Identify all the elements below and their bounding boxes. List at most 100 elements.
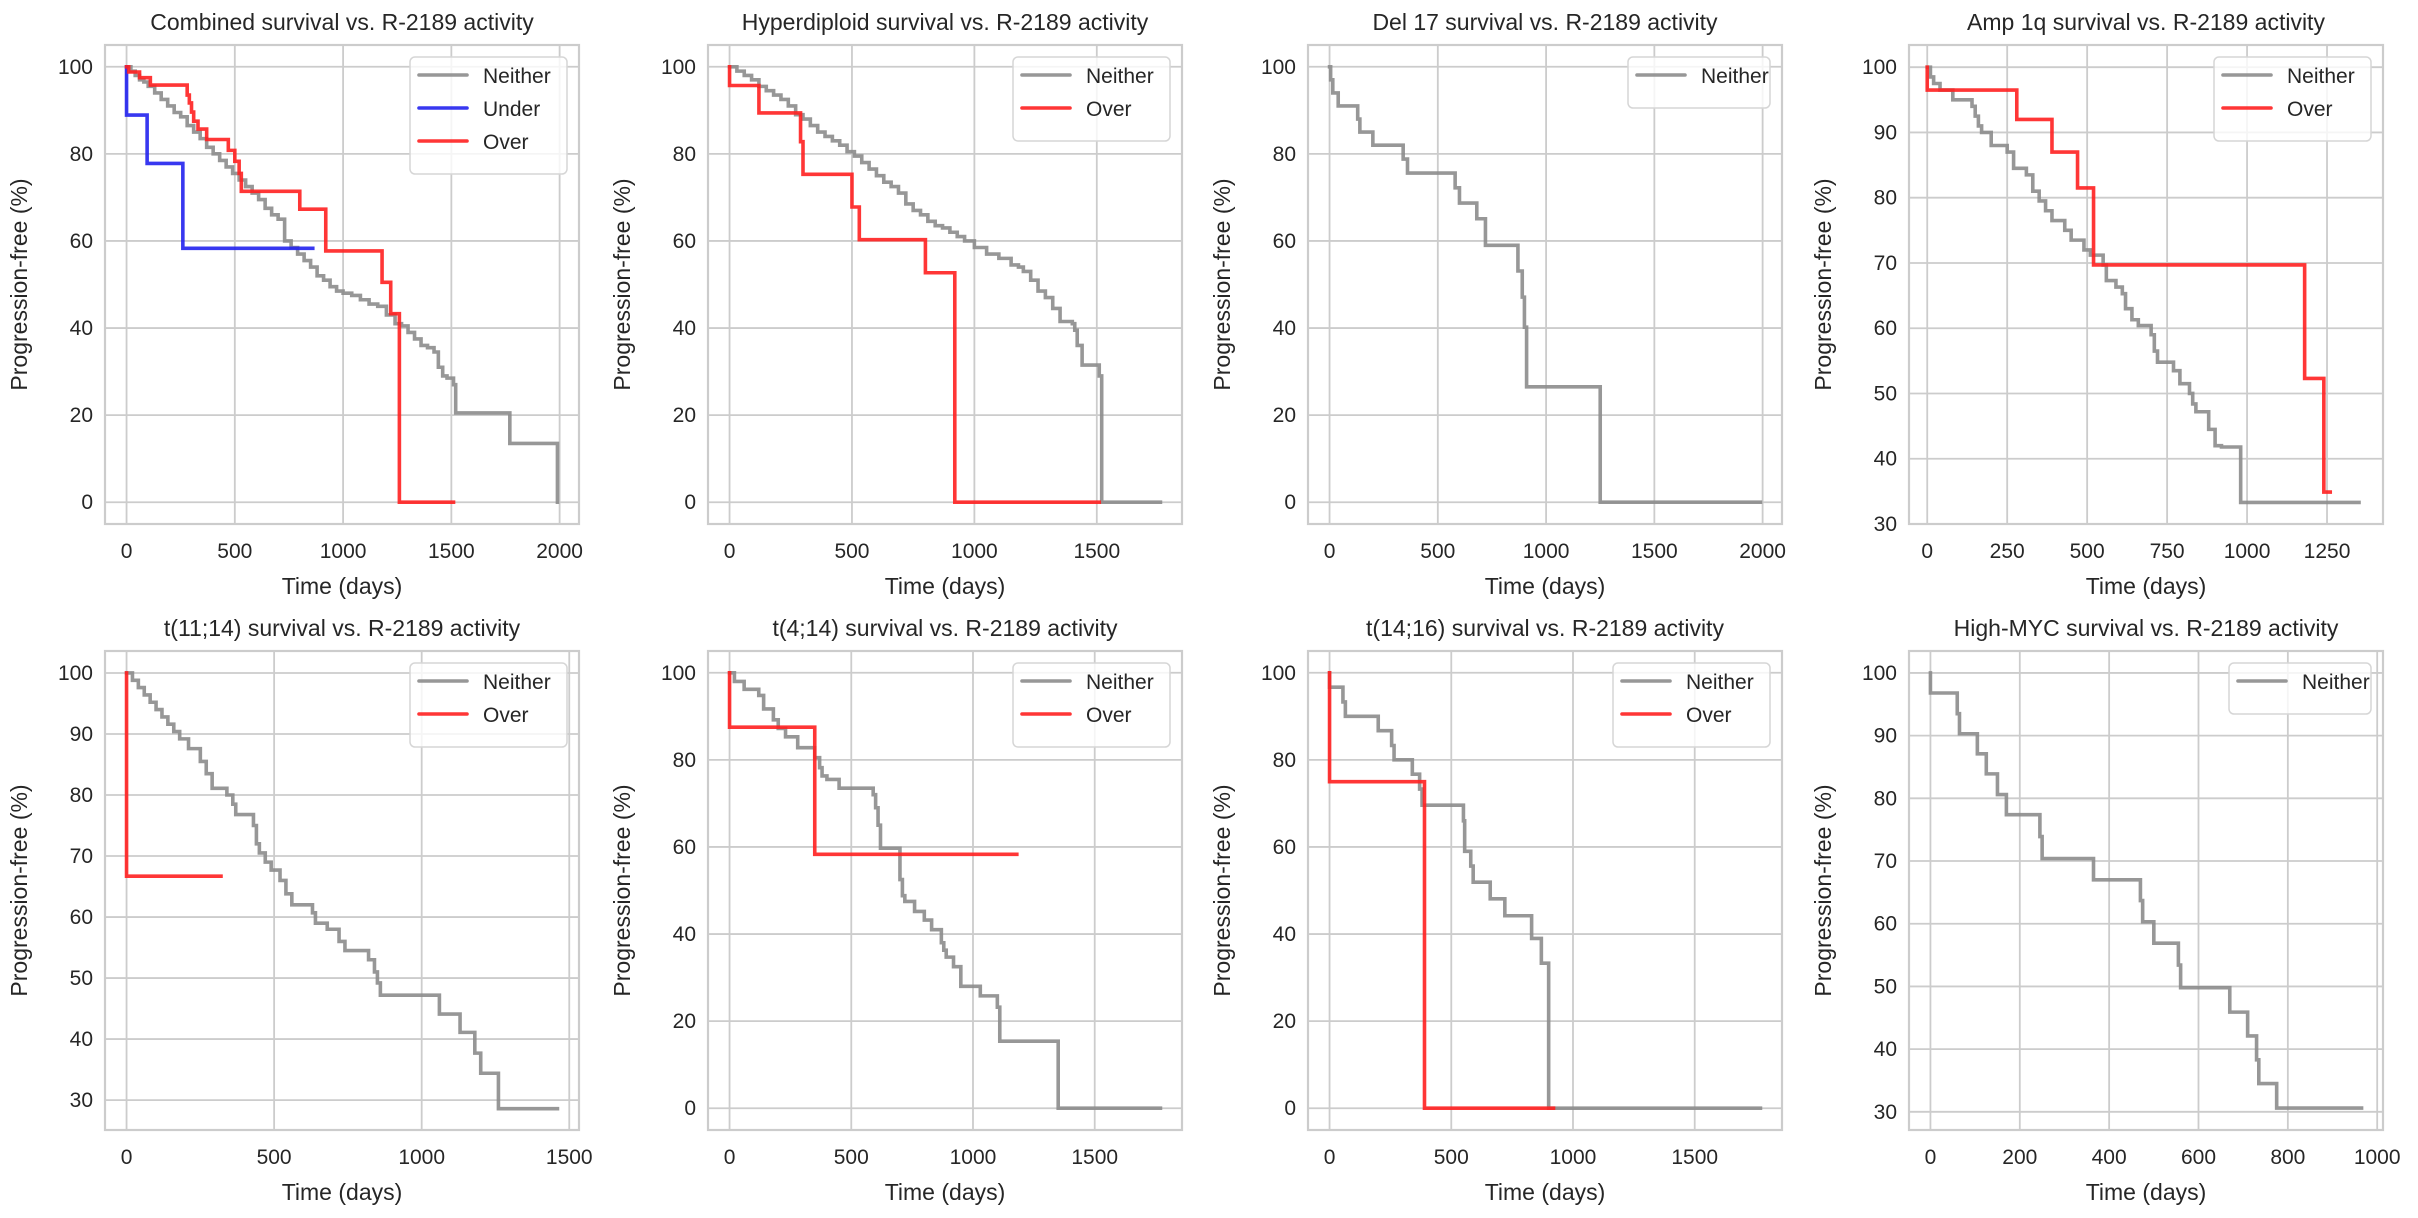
x-tick-label: 0	[1324, 1146, 1336, 1169]
chart-title: High-MYC survival vs. R-2189 activity	[1954, 615, 2339, 641]
y-tick-label: 20	[673, 404, 696, 427]
y-tick-label: 100	[661, 56, 696, 79]
y-tick-label: 80	[1874, 787, 1897, 810]
legend: Neither Over	[1612, 662, 1771, 748]
y-tick-label: 60	[673, 836, 696, 859]
y-tick-label: 60	[673, 230, 696, 253]
x-tick-label: 500	[2070, 540, 2105, 563]
legend-label-over: Over	[483, 131, 529, 154]
y-tick-label: 40	[673, 317, 696, 340]
x-tick-label: 2000	[536, 540, 583, 563]
chart-title: t(4;14) survival vs. R-2189 activity	[772, 615, 1118, 641]
y-tick-label: 100	[1862, 662, 1897, 685]
x-axis-label: Time (days)	[1485, 573, 1606, 599]
legend-label-neither: Neither	[1086, 65, 1154, 88]
y-tick-label: 20	[673, 1010, 696, 1033]
y-tick-label: 20	[70, 404, 93, 427]
chart-title: Combined survival vs. R-2189 activity	[150, 9, 534, 35]
series-line-neither	[1327, 64, 1763, 505]
axes-frame	[103, 43, 581, 526]
y-tick-label: 100	[661, 662, 696, 685]
y-tick-label: 70	[1874, 850, 1897, 873]
x-tick-label: 500	[257, 1146, 292, 1169]
y-tick-label: 60	[1874, 317, 1897, 340]
series-line-neither	[727, 670, 1163, 1111]
legend-label-over: Over	[483, 704, 529, 727]
x-tick-label: 500	[1434, 1146, 1469, 1169]
y-tick-label: 100	[1862, 56, 1897, 79]
series-line-neither	[1327, 670, 1763, 1111]
series-line-neither	[1925, 65, 2361, 505]
x-tick-label: 1250	[2304, 540, 2351, 563]
plot-area	[1308, 45, 1782, 524]
x-tick-label: 600	[2181, 1146, 2216, 1169]
legend-label-neither: Neither	[1686, 671, 1754, 694]
subplot-6: 0 500 1000 1500 0 20 40 60 80 100 t(4;14) survival…	[609, 615, 1184, 1205]
legend-box	[1627, 56, 1771, 109]
series-line-over	[727, 64, 1102, 505]
axes-frame	[1306, 43, 1784, 526]
series-line-over	[727, 670, 1019, 857]
x-tick-label: 0	[724, 1146, 736, 1169]
y-tick-label: 80	[1273, 143, 1296, 166]
subplot-3: 0 500 1000 1500 2000 0 20 40 60 80 100 Del 17 survi…	[1209, 9, 1786, 599]
y-tick-label: 30	[1874, 1101, 1897, 1124]
y-axis-label: Progression-free (%)	[609, 178, 635, 390]
legend-box	[409, 56, 568, 175]
y-tick-label: 80	[1273, 749, 1296, 772]
x-tick-label: 0	[1925, 1146, 1937, 1169]
x-tick-label: 1500	[1073, 540, 1120, 563]
legend: Neither Over	[409, 662, 568, 748]
subplot-2: 0 500 1000 1500 0 20 40 60 80 100 Hyperdiploid sur…	[609, 9, 1184, 599]
legend-label-neither: Neither	[2287, 65, 2355, 88]
legend-label-neither: Neither	[483, 671, 551, 694]
x-tick-label: 1500	[1671, 1146, 1718, 1169]
y-tick-label: 70	[70, 845, 93, 868]
y-tick-label: 20	[1273, 404, 1296, 427]
x-tick-label: 1500	[1631, 540, 1678, 563]
series-line-neither	[124, 671, 560, 1111]
chart-title: Amp 1q survival vs. R-2189 activity	[1967, 9, 2325, 35]
x-tick-label: 800	[2270, 1146, 2305, 1169]
series-line-under	[124, 64, 315, 251]
y-tick-label: 90	[1874, 121, 1897, 144]
x-tick-label: 1000	[398, 1146, 445, 1169]
legend-label-over: Over	[1686, 704, 1732, 727]
axes-frame	[1306, 649, 1784, 1132]
y-tick-label: 40	[1874, 448, 1897, 471]
chart-title: t(11;14) survival vs. R-2189 activity	[164, 615, 521, 641]
y-axis-label: Progression-free (%)	[609, 784, 635, 996]
legend-label-over: Over	[1086, 704, 1132, 727]
series-line-neither	[1928, 671, 2364, 1110]
x-axis-label: Time (days)	[2086, 573, 2207, 599]
y-tick-label: 30	[70, 1089, 93, 1112]
x-tick-label: 1000	[1550, 1146, 1597, 1169]
legend-box	[1012, 56, 1171, 142]
subplot-4: 0 250 500 750 1000 1250 30 40 50 60 70 80 90 100 Amp 1…	[1810, 9, 2385, 599]
y-tick-label: 90	[1874, 725, 1897, 748]
legend: Neither	[2228, 662, 2372, 715]
x-tick-label: 1000	[951, 540, 998, 563]
y-tick-label: 0	[1284, 491, 1296, 514]
y-tick-label: 0	[81, 491, 93, 514]
y-tick-label: 40	[1273, 317, 1296, 340]
x-tick-label: 1000	[320, 540, 367, 563]
series-line-neither	[727, 64, 1163, 505]
x-tick-label: 400	[2092, 1146, 2127, 1169]
x-tick-label: 1500	[428, 540, 475, 563]
chart-title: Hyperdiploid survival vs. R-2189 activit…	[742, 9, 1149, 35]
legend-label-neither: Neither	[483, 65, 551, 88]
y-tick-label: 60	[1273, 836, 1296, 859]
subplot-5: 0 500 1000 1500 30 40 50 60 70 80 90 100 t(11;14) su…	[6, 615, 593, 1205]
x-axis-label: Time (days)	[1485, 1179, 1606, 1205]
subplot-1: 0 500 1000 1500 2000 0 20 40 60 80 100 Combined sur…	[6, 9, 583, 599]
legend-label-over: Over	[1086, 98, 1132, 121]
x-axis-label: Time (days)	[885, 573, 1006, 599]
y-tick-label: 80	[673, 143, 696, 166]
y-axis-label: Progression-free (%)	[1810, 784, 1836, 996]
chart-title: Del 17 survival vs. R-2189 activity	[1372, 9, 1718, 35]
series-line-over	[1925, 65, 2333, 494]
legend-label-neither: Neither	[1701, 65, 1769, 88]
x-axis-label: Time (days)	[282, 573, 403, 599]
